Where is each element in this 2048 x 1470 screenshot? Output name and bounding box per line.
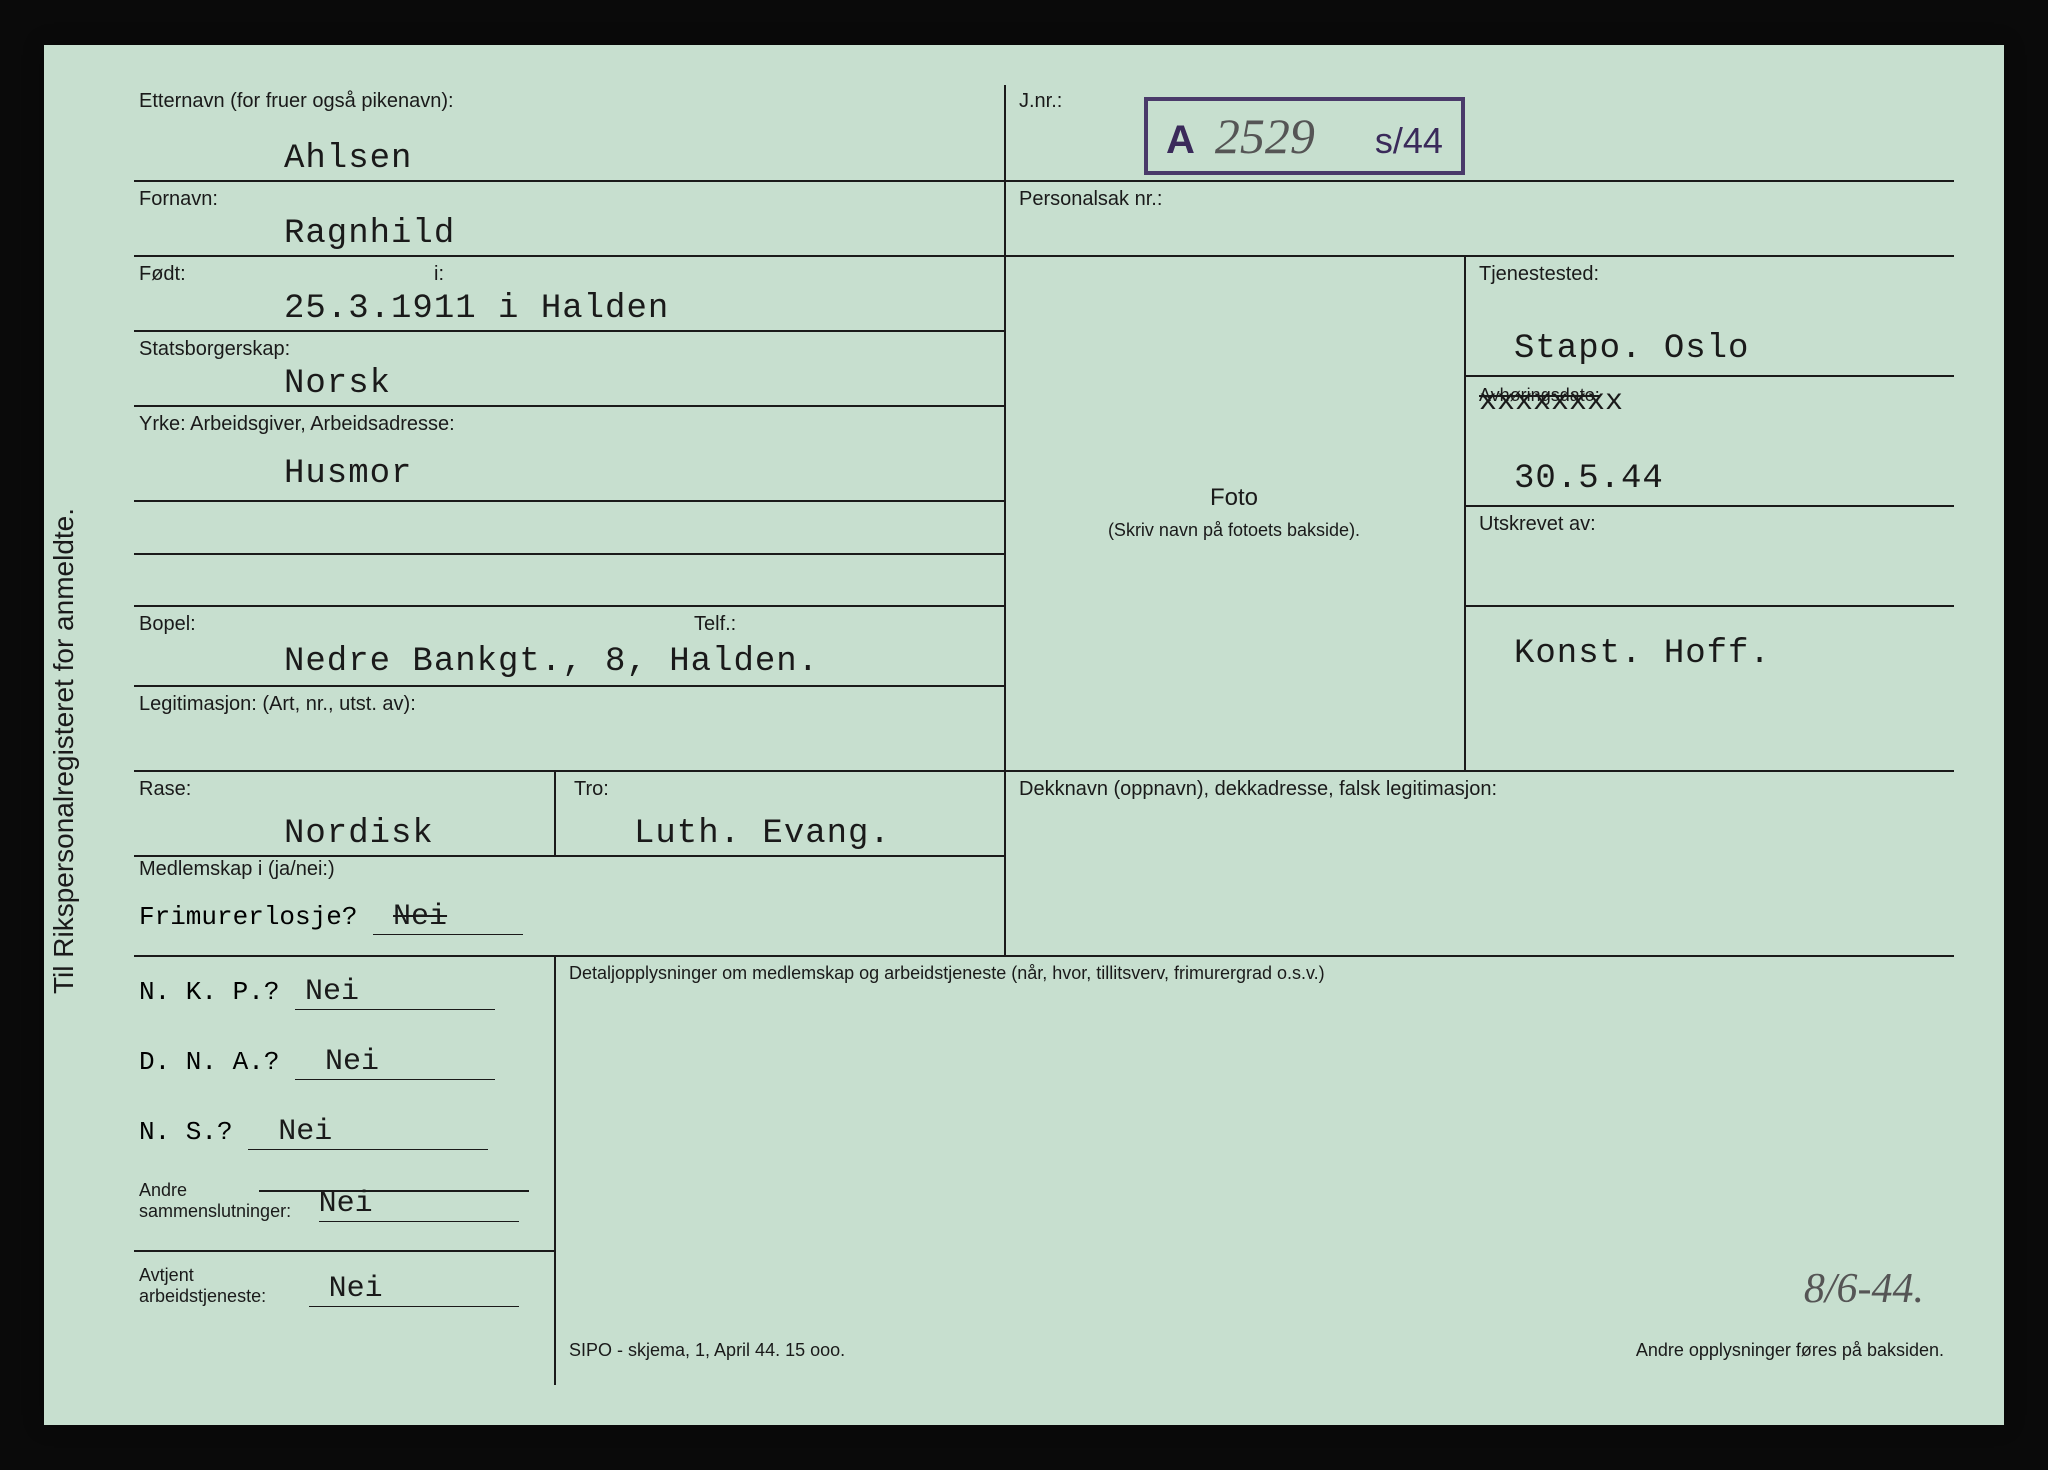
hline-thin [259, 1190, 529, 1192]
avtjent-label: Avtjent arbeidstjeneste: [139, 1265, 299, 1307]
hline [1464, 605, 1954, 607]
footer-left: SIPO - skjema, 1, April 44. 15 ooo. [569, 1340, 845, 1361]
hline [134, 405, 1004, 407]
value-avhoring-strike: xxxxxxxx [1479, 385, 1623, 419]
label-fodt: Født: [139, 263, 186, 286]
row-ns: N. S.? Nei [139, 1115, 488, 1150]
divider-v2 [1464, 255, 1466, 770]
label-fornavn: Fornavn: [139, 188, 218, 211]
footer-right: Andre opplysninger føres på baksiden. [1636, 1340, 1944, 1361]
value-tjenestested: Stapo. Oslo [1514, 330, 1749, 368]
ns-q: N. S.? [139, 1117, 233, 1147]
value-andre: Nei [319, 1187, 373, 1221]
row-andre: Andre sammenslutninger: Nei [139, 1180, 519, 1222]
hline-thin [134, 553, 1004, 555]
value-avhoringsdato: 30.5.44 [1514, 460, 1664, 498]
label-telf: Telf.: [694, 613, 736, 636]
hline [134, 685, 1004, 687]
row-avtjent: Avtjent arbeidstjeneste: Nei [139, 1265, 519, 1307]
label-utskrevet: Utskrevet av: [1479, 513, 1596, 536]
value-bopel: Nedre Bankgt., 8, Halden. [284, 643, 819, 681]
value-tro: Luth. Evang. [634, 815, 891, 853]
dna-q: D. N. A.? [139, 1047, 279, 1077]
label-jnr: J.nr.: [1019, 90, 1062, 113]
hline [1464, 505, 1954, 507]
registration-card: Til Rikspersonalregisteret for anmeldte.… [44, 45, 2004, 1425]
nkp-q: N. K. P.? [139, 977, 279, 1007]
value-utskrevet: Konst. Hoff. [1514, 635, 1771, 673]
value-etternavn: Ahlsen [284, 140, 412, 178]
andre-label: Andre sammenslutninger: [139, 1180, 309, 1222]
stamp-s: s/44 [1375, 120, 1443, 162]
value-frimurer: Nei [373, 900, 523, 935]
value-rase: Nordisk [284, 815, 434, 853]
label-rase: Rase: [139, 778, 191, 801]
value-nkp: Nei [305, 975, 359, 1009]
value-yrke: Husmor [284, 455, 412, 493]
hline [1464, 375, 1954, 377]
label-bopel: Bopel: [139, 613, 196, 636]
label-personalsak: Personalsak nr.: [1019, 188, 1162, 211]
hline-thin [134, 500, 1004, 502]
divider-membership [554, 955, 556, 1385]
hline [134, 605, 1004, 607]
label-fodt-i: i: [434, 263, 444, 286]
value-ns: Nei [278, 1115, 332, 1149]
label-medlemskap: Medlemskap i (ja/nei:) [139, 858, 335, 881]
hline [1004, 180, 1954, 182]
hline [134, 180, 1004, 182]
label-detalj: Detaljopplysninger om medlemskap og arbe… [569, 963, 1325, 984]
hline [134, 955, 1954, 957]
hline [134, 770, 1954, 772]
vertical-title: Til Rikspersonalregisteret for anmeldte. [48, 508, 80, 994]
stamp-a: A [1166, 118, 1195, 163]
row-dna: D. N. A.? Nei [139, 1045, 495, 1080]
label-legitimasjon: Legitimasjon: (Art, nr., utst. av): [139, 693, 416, 716]
label-tro: Tro: [574, 778, 609, 801]
label-tjenestested: Tjenestested: [1479, 263, 1599, 286]
form-grid: Etternavn (for fruer også pikenavn): Ahl… [134, 85, 1954, 1395]
hline [134, 855, 1004, 857]
value-avtjent: Nei [329, 1272, 383, 1306]
stamp-num: 2529 [1215, 107, 1315, 165]
label-statsborgerskap: Statsborgerskap: [139, 338, 290, 361]
stamp-box: A 2529 s/44 [1144, 97, 1465, 175]
frimurer-q: Frimurerlosje? [139, 902, 357, 932]
label-etternavn: Etternavn (for fruer også pikenavn): [139, 90, 454, 113]
value-fornavn: Ragnhild [284, 215, 455, 253]
handwritten-date: 8/6-44. [1804, 1265, 1924, 1313]
label-dekknavn: Dekknavn (oppnavn), dekkadresse, falsk l… [1019, 778, 1497, 801]
foto-box: Foto (Skriv navn på fotoets bakside). [1004, 255, 1464, 770]
foto-sub: (Skriv navn på fotoets bakside). [1108, 520, 1360, 541]
value-fodt: 25.3.1911 i Halden [284, 290, 669, 328]
value-statsborgerskap: Norsk [284, 365, 391, 403]
hline [134, 1250, 554, 1252]
foto-label: Foto [1210, 484, 1258, 512]
divider-rase-tro [554, 770, 556, 855]
label-frimurer: Frimurerlosje? Nei [139, 900, 523, 935]
value-dna: Nei [325, 1045, 379, 1079]
label-yrke: Yrke: Arbeidsgiver, Arbeidsadresse: [139, 413, 455, 436]
row-nkp: N. K. P.? Nei [139, 975, 495, 1010]
hline [134, 330, 1004, 332]
